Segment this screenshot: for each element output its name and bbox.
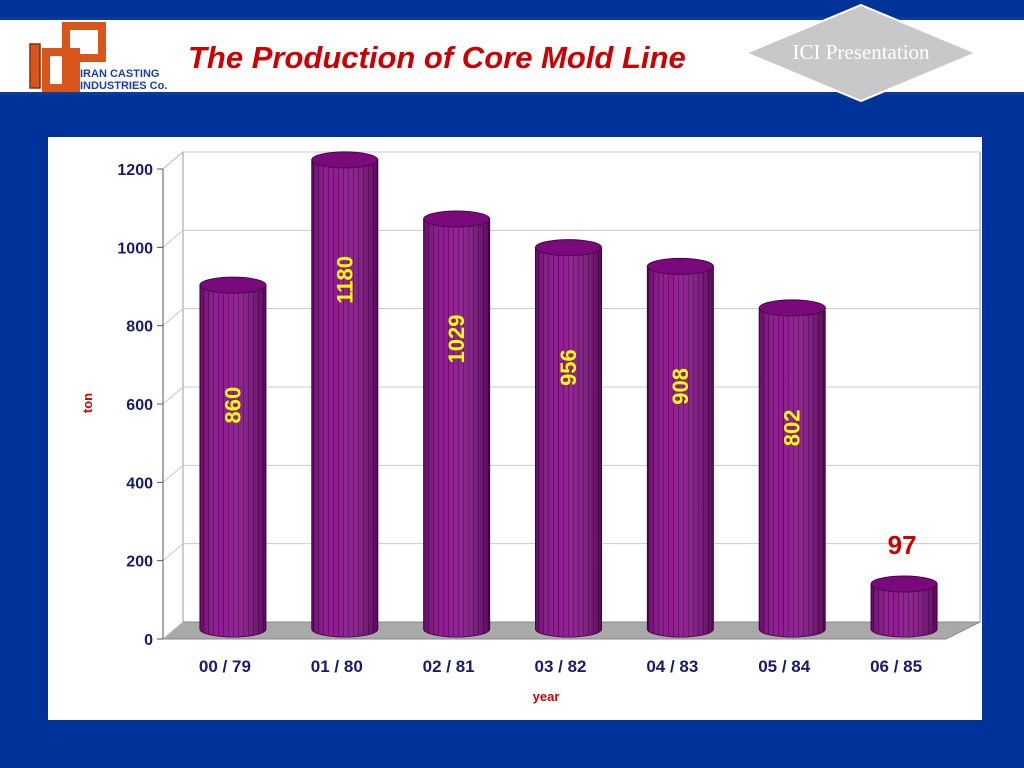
bar: [758, 299, 826, 638]
bar-shading: [871, 584, 938, 637]
bar-shading: [199, 285, 266, 637]
gridline-side: [162, 229, 184, 248]
x-tick-label: 06 / 85: [870, 657, 922, 676]
presentation-badge-label: ICI Presentation: [792, 40, 930, 64]
gridline-side: [162, 464, 184, 483]
company-name-line2: INDUSTRIES Co.: [80, 80, 168, 92]
data-label: 802: [780, 410, 805, 447]
data-label: 97: [888, 530, 917, 560]
x-tick-label: 02 / 81: [423, 657, 475, 676]
x-tick-label: 04 / 83: [646, 657, 698, 676]
y-axis-label: ton: [80, 393, 95, 413]
bar-shading: [759, 307, 826, 637]
presentation-badge: ICI Presentation: [744, 3, 978, 103]
gridline-side: [162, 151, 184, 170]
data-label: 1180: [332, 256, 357, 304]
chart-panel: 0 200 400 600 800 1000 1200 00 / 79 860 01 / 80 1…: [48, 137, 982, 720]
company-name-line1: IRAN CASTING: [80, 68, 160, 80]
data-label: 956: [556, 349, 581, 386]
bar-shading: [647, 266, 714, 637]
gridline-side: [162, 543, 184, 562]
bar: [535, 239, 602, 638]
y-tick-label: 200: [126, 554, 153, 571]
bar-chart: 0 200 400 600 800 1000 1200 00 / 79 860 01 / 80 1…: [80, 150, 981, 704]
bar-top: [758, 299, 826, 317]
bar-top: [870, 575, 938, 593]
bar-top: [311, 151, 379, 169]
bar: [646, 257, 714, 638]
y-tick-label: 400: [126, 475, 153, 492]
data-label: 860: [220, 387, 245, 424]
x-tick-label: 01 / 80: [311, 657, 363, 676]
company-name: IRAN CASTING INDUSTRIES Co.: [80, 68, 167, 92]
data-label: 1029: [444, 314, 469, 363]
bar: [870, 575, 938, 638]
bar-top: [646, 257, 714, 275]
bar: [311, 151, 379, 638]
bar-shading: [423, 218, 490, 637]
x-tick-label: 05 / 84: [758, 657, 811, 676]
bar-shading: [535, 247, 602, 638]
bar-top: [199, 276, 267, 294]
gridline-side: [162, 621, 184, 640]
y-tick-label: 1000: [117, 240, 153, 257]
bar-shading: [311, 159, 378, 638]
y-tick-label: 600: [126, 397, 153, 414]
gridline-side: [162, 386, 184, 405]
data-label: 908: [668, 368, 693, 405]
gridline-side: [162, 308, 184, 327]
bar-top: [423, 210, 491, 228]
y-tick-label: 0: [144, 632, 153, 649]
company-logo-icon: [29, 22, 106, 92]
y-tick-label: 800: [126, 319, 153, 336]
page-title: The Production of Core Mold Line: [188, 40, 686, 75]
x-tick-label: 03 / 82: [535, 657, 587, 676]
y-tick-label: 1200: [117, 162, 153, 179]
bar-top: [535, 239, 602, 257]
bar: [199, 276, 267, 638]
x-axis-label: year: [533, 689, 560, 704]
bar: [423, 210, 491, 638]
x-tick-label: 00 / 79: [199, 657, 251, 676]
